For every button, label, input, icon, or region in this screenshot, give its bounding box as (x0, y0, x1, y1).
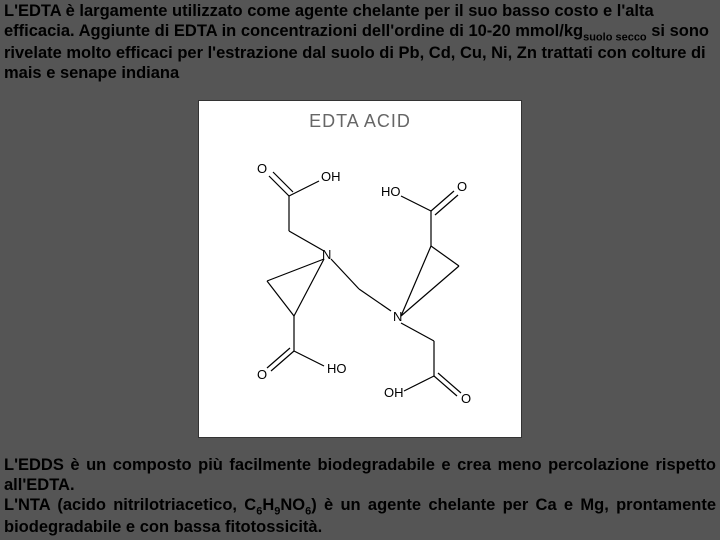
top-paragraph: L'EDTA è largamente utilizzato come agen… (4, 2, 716, 84)
atom-OH1: OH (321, 169, 341, 184)
edta-figure: EDTA ACID (198, 100, 522, 438)
atom-OH2: OH (384, 385, 404, 400)
atom-O3: O (257, 367, 267, 382)
top-text-sub: suolo secco (583, 31, 647, 43)
atom-HO2: HO (327, 361, 347, 376)
atom-N2: N (393, 309, 402, 324)
p2-mid2: NO (280, 496, 305, 514)
bottom-paragraph: L'EDDS è un composto più facilmente biod… (4, 456, 716, 538)
atom-O2: O (457, 179, 467, 194)
atom-O4: O (461, 391, 471, 406)
bottom-p2: L'NTA (acido nitrilotriacetico, C6H9NO6)… (4, 496, 716, 538)
atom-N1: N (322, 247, 331, 262)
p2-pre: L'NTA (acido nitrilotriacetico, C (4, 496, 256, 514)
figure-title: EDTA ACID (199, 111, 521, 132)
bottom-p1: L'EDDS è un composto più facilmente biod… (4, 456, 716, 496)
atom-O1: O (257, 161, 267, 176)
top-text-part1: L'EDTA è largamente utilizzato come agen… (4, 2, 654, 40)
p2-mid1: H (262, 496, 274, 514)
edta-molecule: O OH N O HO N O HO O OH (209, 141, 513, 431)
atom-HO1: HO (381, 184, 401, 199)
